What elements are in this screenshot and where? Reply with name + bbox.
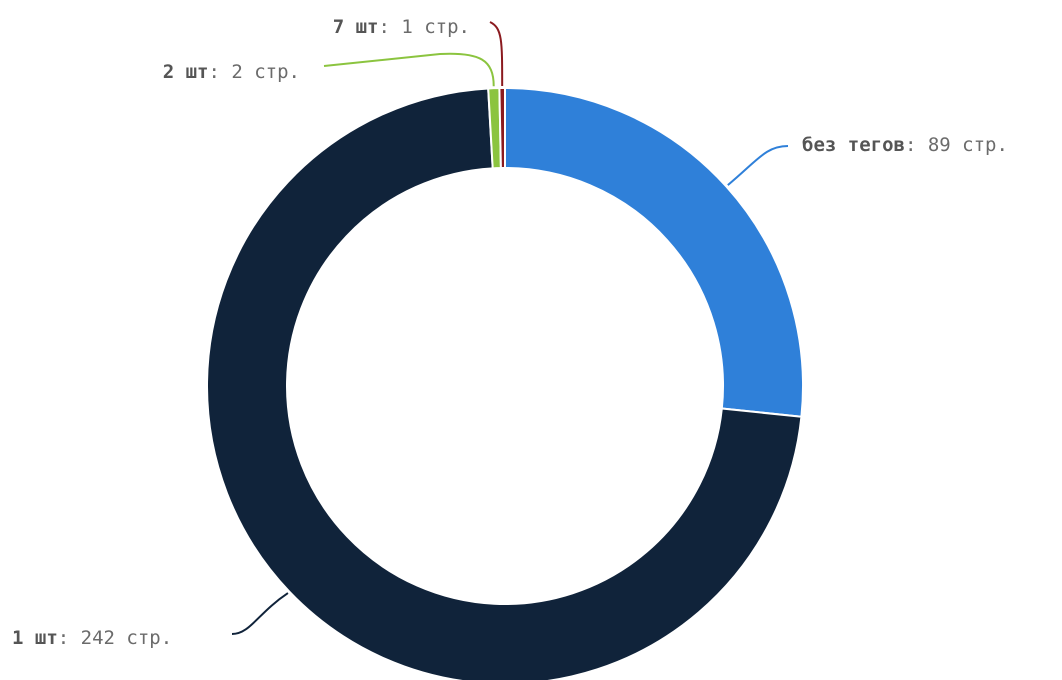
donut-slice-4[interactable] xyxy=(498,86,506,170)
data-label-category: без тегов xyxy=(802,134,905,156)
donut-slice-2[interactable] xyxy=(206,87,803,680)
data-label-4: 7 шт: 1 стр. xyxy=(333,16,470,38)
data-label-value: : 2 стр. xyxy=(208,61,300,83)
data-label-category: 1 шт xyxy=(12,627,58,649)
leader-lines-layer xyxy=(231,21,789,635)
leader-line-2 xyxy=(231,592,289,635)
slices-layer xyxy=(206,86,804,680)
labels-layer: без тегов: 89 стр. 1 шт: 242 стр. 2 шт: 2 … xyxy=(12,16,1008,649)
data-label-3: 2 шт: 2 стр. xyxy=(163,61,300,83)
data-label-category: 7 шт xyxy=(333,16,379,38)
data-label-1: без тегов: 89 стр. xyxy=(802,134,1008,156)
data-label-value: : 1 стр. xyxy=(378,16,470,38)
leader-line-4 xyxy=(489,21,504,87)
leader-line-1 xyxy=(727,145,789,186)
data-label-value: : 242 стр. xyxy=(58,627,172,649)
data-label-value: : 89 стр. xyxy=(905,134,1008,156)
leader-line-3 xyxy=(323,52,495,87)
data-label-2: 1 шт: 242 стр. xyxy=(12,627,172,649)
data-label-category: 2 шт xyxy=(163,61,209,83)
donut-slice-1[interactable] xyxy=(504,86,804,418)
